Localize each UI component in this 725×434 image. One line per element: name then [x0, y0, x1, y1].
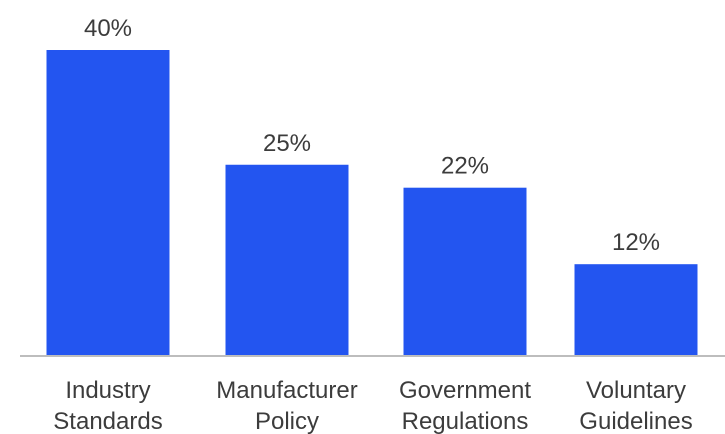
value-label-1: 25%	[263, 130, 311, 157]
x-tick-label-0-line-1: Standards	[53, 408, 162, 434]
bar-2	[403, 187, 527, 356]
value-label-2: 22%	[441, 153, 489, 180]
value-label-0: 40%	[84, 15, 132, 42]
bar-1	[225, 164, 349, 356]
x-tick-label-3-line-1: Guidelines	[579, 408, 692, 434]
value-label-3: 12%	[612, 229, 660, 256]
bar-3	[574, 264, 698, 356]
bars-group	[46, 50, 698, 356]
bar-0	[46, 50, 170, 356]
x-axis-tick-labels: Industry Standards Manufacturer Policy Gover…	[53, 377, 692, 434]
x-tick-label-2-line-0: Government	[399, 377, 531, 404]
x-tick-label-1-line-0: Manufacturer	[216, 377, 357, 404]
x-tick-label-1-line-1: Policy	[255, 408, 319, 434]
x-tick-label-2-line-1: Regulations	[402, 408, 529, 434]
x-tick-label-3-line-0: Voluntary	[586, 377, 686, 404]
value-labels-group: 40% 25% 22% 12%	[84, 15, 660, 256]
x-tick-label-0-line-0: Industry	[65, 377, 150, 404]
